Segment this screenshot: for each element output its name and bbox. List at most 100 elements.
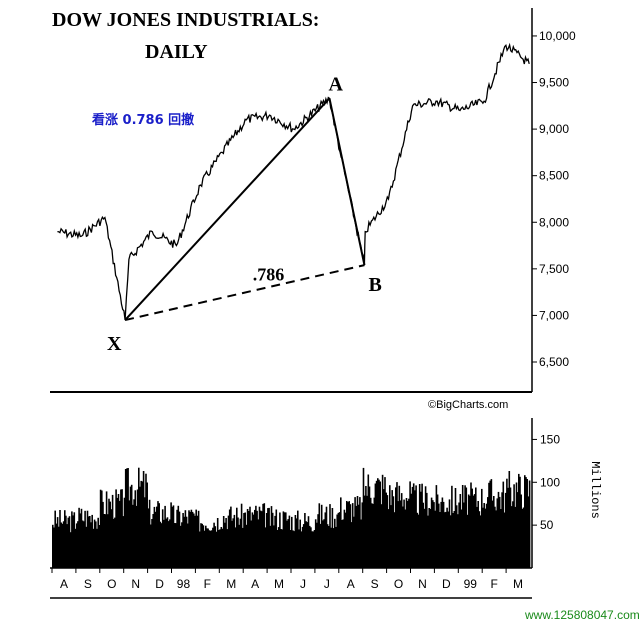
volume-bar: [324, 512, 327, 568]
volume-bar: [366, 495, 368, 568]
volume-bar: [297, 510, 299, 568]
volume-bar: [173, 523, 176, 568]
volume-bar: [97, 517, 99, 568]
volume-bar: [281, 529, 283, 568]
volume-bar: [342, 519, 344, 568]
volume-bar: [320, 504, 323, 568]
volume-bar: [490, 479, 493, 568]
volume-bar: [67, 517, 70, 568]
volume-y-tick-label: 50: [540, 518, 554, 532]
volume-bar: [112, 518, 115, 568]
volume-bar: [412, 483, 415, 568]
volume-bar: [475, 487, 477, 568]
volume-bar: [268, 507, 270, 568]
volume-bar: [114, 517, 116, 568]
volume-bar: [312, 531, 315, 568]
volume-bar: [503, 512, 506, 568]
volume-bar: [390, 505, 392, 568]
volume-bar: [275, 509, 278, 568]
volume-bar: [167, 521, 170, 568]
volume-bar: [59, 510, 61, 568]
volume-bar: [495, 510, 497, 568]
volume-bar: [103, 514, 105, 568]
volume-bar: [404, 509, 407, 568]
volume-bar: [160, 523, 163, 568]
price-y-tick-label: 7,500: [539, 262, 569, 276]
volume-bar: [129, 486, 132, 568]
volume-bar: [386, 495, 389, 568]
volume-bar: [282, 511, 285, 568]
volume-bar: [374, 483, 377, 568]
volume-bar: [109, 501, 111, 568]
volume-bar: [300, 531, 303, 568]
volume-bar: [519, 476, 521, 568]
volume-bar: [219, 529, 221, 568]
xab-pattern: X A B .786: [107, 73, 382, 355]
volume-bar: [80, 508, 83, 568]
volume-bar: [283, 512, 286, 568]
volume-bar: [134, 490, 137, 568]
volume-bar: [435, 485, 438, 568]
volume-bar: [248, 511, 250, 568]
volume-bar: [221, 528, 224, 568]
volume-bar: [444, 512, 446, 568]
volume-y-ticks: 150 100 50: [532, 432, 560, 532]
x-axis-ticks: A S O N D 98 F M A M J J A S O N D 99 F M: [51, 568, 523, 591]
volume-bar: [139, 486, 141, 568]
volume-bar: [270, 506, 273, 568]
volume-bar: [99, 489, 102, 568]
volume-bar: [464, 485, 466, 568]
volume-bar: [244, 512, 246, 568]
volume-bar: [452, 513, 454, 568]
pattern-point-x: X: [107, 333, 122, 355]
volume-bar: [336, 514, 338, 568]
volume-bar: [428, 508, 430, 568]
volume-bar: [439, 512, 441, 568]
volume-bar: [365, 486, 367, 568]
volume-bar: [90, 522, 92, 568]
volume-bar: [360, 519, 362, 568]
pattern-point-a: A: [328, 73, 343, 95]
volume-bar: [237, 517, 239, 568]
volume-bar: [304, 513, 306, 568]
volume-bar: [132, 504, 134, 568]
volume-bar: [128, 500, 131, 568]
volume-bar: [225, 518, 227, 568]
volume-bar: [338, 512, 341, 568]
volume-bar: [414, 490, 416, 568]
volume-bar: [159, 521, 162, 568]
volume-bar: [357, 504, 360, 568]
volume-bar: [81, 520, 84, 568]
volume-bar: [187, 523, 189, 568]
volume-bar: [373, 497, 376, 568]
volume-bar: [193, 513, 195, 568]
x-tick-label: S: [84, 577, 92, 591]
volume-y-tick-label: 100: [540, 475, 560, 489]
volume-bar: [79, 513, 82, 568]
volume-bar: [171, 506, 174, 568]
volume-bar: [78, 507, 80, 568]
x-tick-label: 99: [464, 577, 478, 591]
volume-bar: [291, 516, 293, 568]
volume-bar: [69, 532, 72, 568]
volume-bar: [61, 523, 64, 568]
volume-bar: [323, 519, 325, 568]
volume-bar: [396, 482, 398, 568]
volume-bar: [311, 531, 313, 568]
volume-bar: [385, 492, 387, 568]
volume-bar: [87, 516, 90, 568]
volume-bar: [262, 503, 264, 568]
volume-bar: [445, 511, 447, 568]
volume-bar: [472, 495, 475, 568]
volume-bar: [403, 499, 405, 568]
price-y-tick-label: 8,000: [539, 215, 569, 229]
annotation-cn: 看涨 0.786 回撤: [92, 112, 194, 128]
volume-bar: [314, 519, 317, 568]
x-tick-label: D: [155, 577, 164, 591]
volume-bar: [276, 530, 279, 568]
volume-bar: [350, 522, 353, 568]
volume-bar: [142, 471, 145, 568]
volume-bar: [494, 506, 496, 568]
volume-bar: [257, 519, 260, 568]
volume-bar: [74, 528, 77, 568]
